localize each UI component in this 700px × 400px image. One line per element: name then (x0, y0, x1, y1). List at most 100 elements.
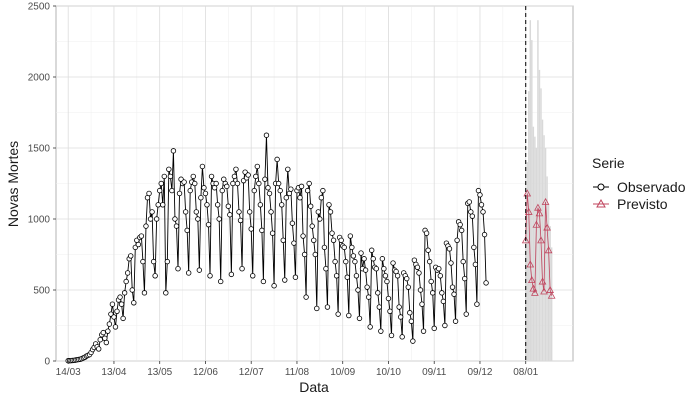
point-observado (254, 163, 261, 170)
x-tick-label: 10/10 (376, 367, 401, 378)
point-previsto (540, 287, 548, 295)
point-observado (196, 267, 203, 273)
point-observado (166, 166, 172, 172)
point-observado (474, 301, 480, 307)
point-observado (449, 284, 456, 290)
point-observado (370, 256, 376, 262)
point-previsto (547, 291, 556, 299)
forecast-interval-bar (529, 20, 532, 361)
point-previsto (538, 277, 547, 285)
point-observado (105, 328, 111, 334)
point-observado (131, 300, 137, 306)
point-observado (263, 132, 270, 138)
forecast-interval-bar (524, 221, 527, 361)
forecast-interval-bar (526, 162, 528, 361)
point-observado (463, 311, 469, 317)
point-observado (469, 213, 476, 219)
point-observado (271, 283, 277, 289)
point-previsto (537, 236, 545, 244)
point-observado (332, 258, 338, 265)
axes: 0 500 1000 1500 2000 2500 14/03 13/04 13/05 12/06… (28, 2, 539, 379)
point-observado (352, 258, 358, 265)
point-observado (462, 275, 468, 282)
point-observado (466, 199, 472, 205)
point-observado (326, 202, 332, 208)
point-observado (97, 337, 103, 343)
point-observado (333, 273, 340, 279)
x-tick-label: 14/03 (56, 367, 81, 378)
point-observado (268, 209, 274, 215)
point-observado (472, 261, 479, 268)
point-observado (269, 230, 276, 236)
point-observado (399, 334, 405, 340)
point-observado (358, 250, 364, 256)
point-observado (368, 247, 375, 253)
forecast-interval-bar (547, 204, 550, 361)
point-observado (292, 274, 299, 280)
point-observado (169, 187, 175, 194)
point-observado (213, 180, 219, 187)
point-observado (481, 231, 488, 238)
point-observado (285, 166, 291, 172)
point-observado (420, 328, 427, 334)
point-observado (349, 244, 355, 251)
point-observado (367, 324, 373, 330)
point-observado (317, 216, 323, 222)
point-observado (118, 301, 125, 307)
point-observado (114, 308, 120, 314)
point-observado (250, 273, 256, 279)
point-observado (404, 275, 410, 282)
point-observado (458, 227, 465, 234)
point-observado (279, 202, 285, 208)
point-previsto (534, 203, 542, 211)
point-previsto (546, 285, 555, 293)
point-observado (233, 166, 239, 172)
point-observado (416, 270, 422, 276)
point-observado (260, 278, 267, 285)
point-observado (298, 183, 305, 190)
point-observado (253, 173, 259, 180)
point-observado (100, 329, 106, 336)
legend-previsto-marker (596, 198, 606, 208)
point-observado (173, 223, 180, 229)
forecast-interval-bar (540, 88, 542, 362)
forecast-interval-bar (528, 91, 530, 361)
x-tick-label: 09/11 (422, 367, 447, 378)
point-observado (353, 273, 360, 279)
point-observado (307, 203, 314, 209)
point-observado (457, 221, 463, 228)
point-observado (477, 192, 483, 198)
point-previsto (535, 209, 544, 217)
point-observado (265, 185, 271, 191)
forecast-interval-bar (546, 176, 548, 361)
point-observado (109, 301, 116, 307)
point-observado (426, 258, 433, 265)
point-observado (158, 180, 164, 187)
point-observado (230, 180, 236, 187)
point-observado (282, 277, 288, 283)
point-observado (454, 237, 460, 243)
forecast-interval-bar (535, 148, 538, 361)
point-observado (343, 258, 349, 265)
point-observado (478, 202, 485, 208)
point-observado (385, 295, 392, 302)
point-observado (138, 233, 145, 239)
point-observado (204, 202, 210, 208)
point-previsto (527, 276, 536, 284)
point-observado (224, 183, 230, 190)
point-observado (146, 190, 152, 197)
point-observado (387, 308, 393, 314)
point-observado (201, 185, 207, 191)
point-observado (364, 284, 370, 290)
point-observado (338, 237, 344, 243)
x-tick-label: 12/06 (193, 367, 218, 378)
point-observado (141, 290, 148, 296)
point-previsto (526, 260, 535, 268)
point-observado (143, 223, 149, 229)
point-observado (262, 176, 268, 182)
point-observado (103, 339, 110, 346)
point-observado (442, 322, 448, 329)
point-observado (175, 266, 181, 272)
point-observado (96, 346, 102, 352)
point-observado (300, 233, 306, 239)
